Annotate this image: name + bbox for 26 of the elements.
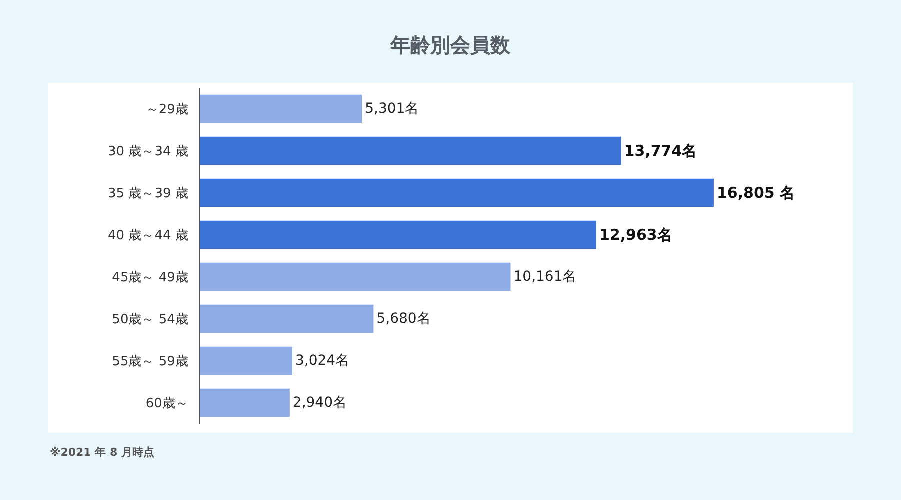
data-label: 5,680名 — [376, 311, 431, 327]
text: ※2021 年 8 月時点 — [50, 446, 154, 459]
y-tick-label: 30 歳～34 歳 — [108, 144, 188, 160]
bar — [200, 262, 511, 292]
data-label: 16,805 名 — [716, 184, 796, 202]
bar — [200, 388, 290, 418]
bar — [200, 178, 714, 208]
y-tick-label: 35 歳～39 歳 — [108, 186, 188, 202]
y-tick-label: 50歳～ 54歳 — [112, 312, 188, 328]
bar — [200, 346, 292, 376]
y-tick-label: ～29歳 — [146, 102, 188, 118]
y-tick-label: 40 歳～44 歳 — [108, 228, 188, 244]
y-tick-label: 60歳～ — [146, 396, 188, 412]
chart-title: 年齢別会員数 — [390, 33, 512, 57]
bar — [200, 220, 596, 250]
data-label: 12,963名 — [599, 226, 672, 244]
data-label: 10,161名 — [514, 269, 577, 285]
data-label: 5,301名 — [365, 101, 420, 117]
data-label: 3,024名 — [295, 353, 350, 369]
data-label: 13,774名 — [624, 142, 698, 160]
bar — [200, 94, 362, 124]
bar — [200, 136, 622, 166]
y-tick-label: 45歳～ 49歳 — [112, 270, 188, 286]
y-tick-label: 55歳～ 59歳 — [112, 354, 188, 370]
data-label: 2,940名 — [292, 395, 348, 411]
bar — [200, 304, 374, 334]
